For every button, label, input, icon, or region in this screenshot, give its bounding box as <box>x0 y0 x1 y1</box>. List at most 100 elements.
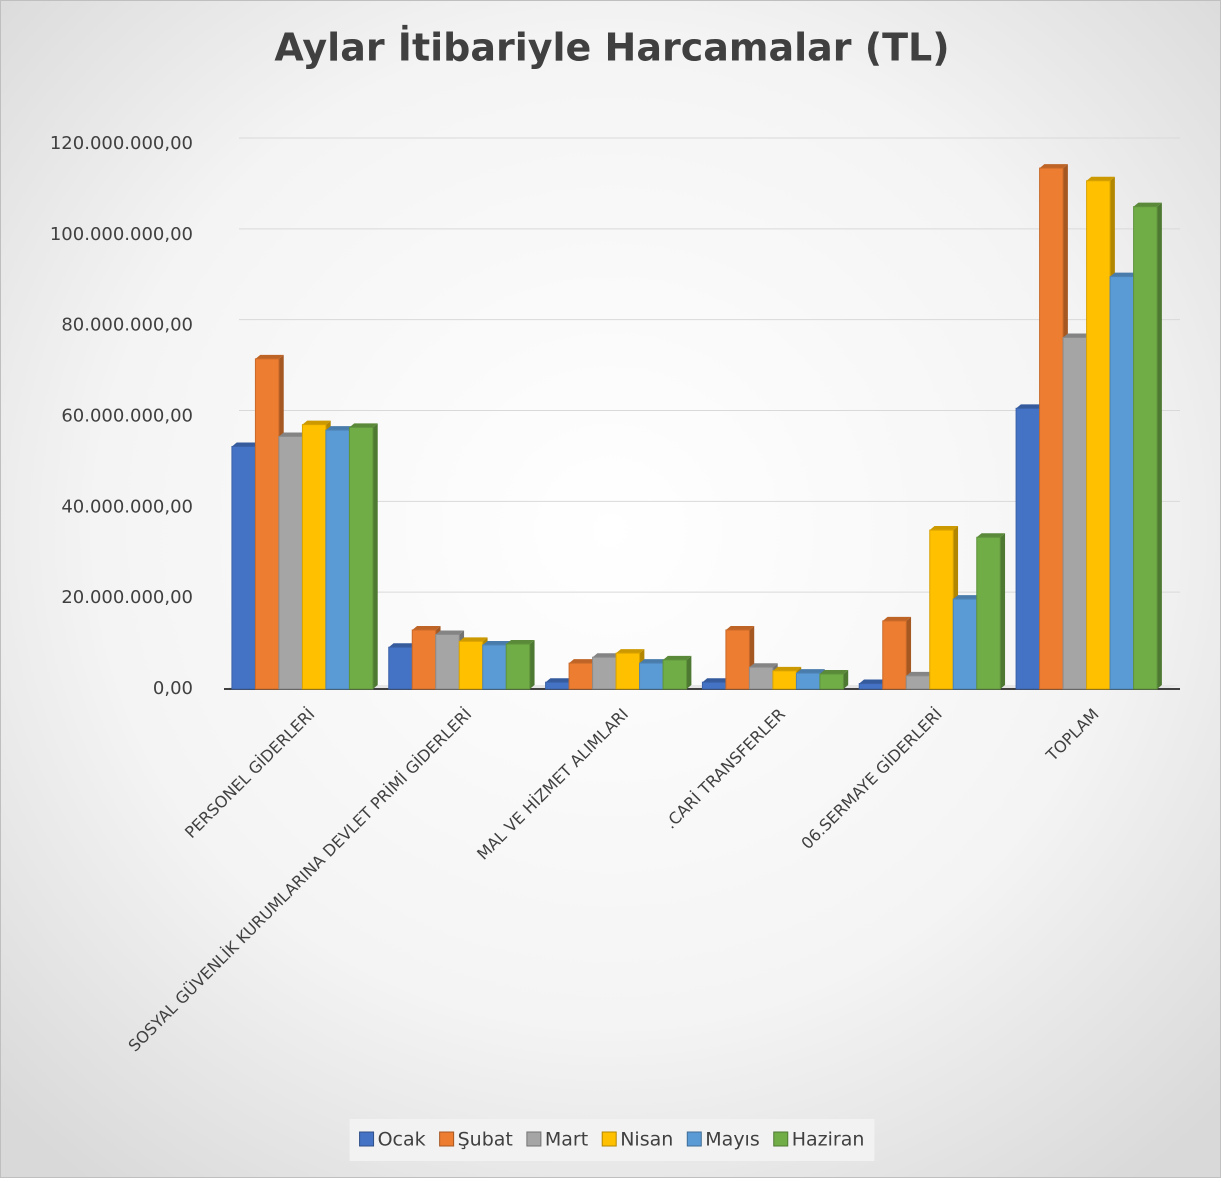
bar-side <box>529 640 535 689</box>
bar-front <box>505 643 531 690</box>
bar-top <box>1016 404 1045 409</box>
bar-front <box>231 445 256 690</box>
bar-top <box>859 679 888 684</box>
bar-front <box>748 666 774 690</box>
legend-label: Ocak <box>378 1129 426 1151</box>
bar-front <box>772 670 797 690</box>
bar-front <box>278 435 303 690</box>
y-tick-label: 20.000.000,00 <box>61 587 193 608</box>
bar-front <box>1039 167 1064 690</box>
bar-front <box>976 536 1001 690</box>
bar <box>505 640 535 690</box>
bar-top <box>482 640 512 645</box>
bar-top <box>663 655 692 660</box>
bar-front <box>301 424 327 690</box>
bar-front <box>348 426 374 690</box>
y-tick-label: 40.000.000,00 <box>61 496 193 517</box>
legend-swatch <box>686 1131 702 1147</box>
bar-top <box>772 666 802 671</box>
bar-front <box>929 529 954 690</box>
bar-front <box>435 634 460 690</box>
bar-top <box>929 526 959 531</box>
y-tick-label: 60.000.000,00 <box>61 406 193 427</box>
bar-front <box>545 681 570 690</box>
bar-top <box>459 637 488 642</box>
bar-top <box>725 625 755 630</box>
bar-top <box>255 354 284 359</box>
bar-side <box>843 670 849 689</box>
bar-front <box>905 675 931 690</box>
bar-top <box>1063 333 1092 338</box>
bar <box>615 649 645 690</box>
bar <box>1133 202 1162 690</box>
legend-label: Nisan <box>620 1129 673 1151</box>
bar-top <box>325 426 355 431</box>
bar-front <box>568 662 594 690</box>
bar-top <box>592 653 621 658</box>
bar-front <box>458 640 484 690</box>
bar-top <box>506 640 535 645</box>
bar-front <box>325 429 350 690</box>
chart-title: Aylar İtibariyle Harcamalar (TL) <box>274 26 949 70</box>
legend-label: Haziran <box>792 1129 865 1151</box>
bar-top <box>1133 202 1162 207</box>
y-tick-label: 100.000.000,00 <box>50 224 193 245</box>
bar-side <box>906 616 912 689</box>
bar <box>348 423 378 690</box>
bar <box>976 533 1006 690</box>
bar-top <box>1039 164 1068 169</box>
legend-swatch <box>526 1131 542 1147</box>
legend-swatch <box>359 1131 375 1147</box>
bar-side <box>372 423 378 689</box>
bar-front <box>662 659 688 690</box>
bar-top <box>906 671 935 676</box>
bar-front <box>952 598 978 690</box>
bar-front <box>858 683 884 690</box>
legend-label: Mayıs <box>705 1129 759 1151</box>
y-tick-label: 120.000.000,00 <box>50 133 193 154</box>
bar-front <box>388 646 413 690</box>
bar-front <box>1109 276 1135 690</box>
bar-side <box>686 655 692 689</box>
bar-front <box>411 629 437 690</box>
bar-front <box>592 656 617 690</box>
bar-front <box>615 652 641 690</box>
legend-swatch <box>601 1131 617 1147</box>
bar-front <box>1133 206 1158 690</box>
bar-side <box>1000 533 1006 689</box>
bar-front <box>725 629 750 690</box>
bar-top <box>953 595 982 600</box>
bar-top <box>302 420 331 425</box>
bar-top <box>702 678 731 683</box>
bar-top <box>749 663 778 668</box>
legend-label: Şubat <box>458 1129 513 1151</box>
bar-front <box>819 673 844 690</box>
bar-front <box>1015 407 1041 690</box>
bar-top <box>976 533 1006 538</box>
bar <box>662 655 692 690</box>
bar-front <box>1086 180 1111 690</box>
bar-side <box>1157 202 1162 690</box>
bar-top <box>388 643 418 648</box>
bar-front <box>1062 336 1088 690</box>
bar <box>882 616 912 690</box>
bar-top <box>349 423 378 428</box>
y-tick-label: 0,00 <box>153 678 193 699</box>
bar-top <box>1110 272 1139 277</box>
y-tick-label: 80.000.000,00 <box>61 315 193 336</box>
legend-swatch <box>773 1131 789 1147</box>
bar-top <box>412 625 441 630</box>
bar-front <box>482 644 507 690</box>
bar-top <box>545 678 574 683</box>
bar <box>819 670 849 690</box>
bar-top <box>231 442 261 447</box>
bar-top <box>569 659 598 664</box>
legend-swatch <box>439 1131 455 1147</box>
bar-top <box>616 649 645 654</box>
bar-top <box>639 659 668 664</box>
bar-top <box>882 616 912 621</box>
bar-top <box>435 630 465 635</box>
legend-label: Mart <box>545 1129 588 1151</box>
